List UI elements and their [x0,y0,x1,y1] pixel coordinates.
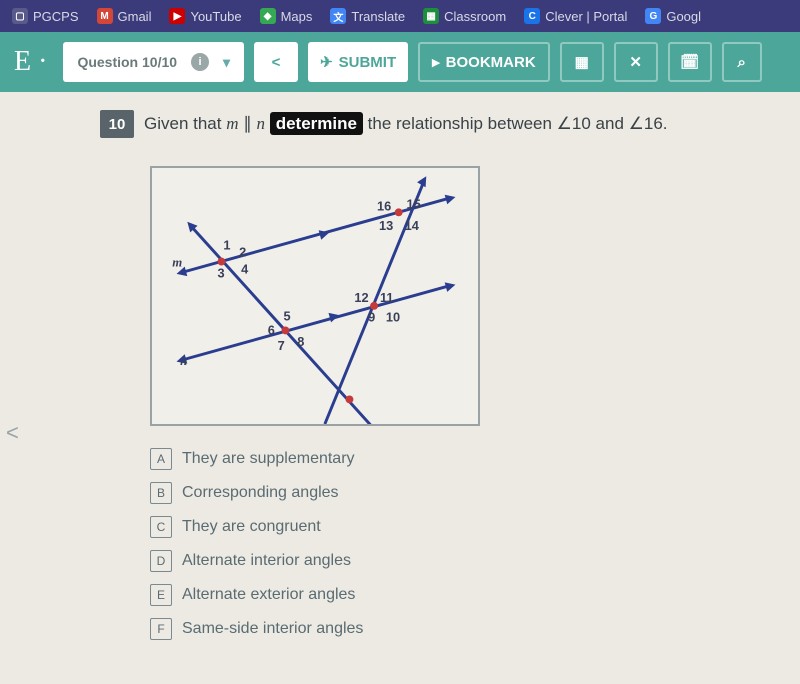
svg-text:13: 13 [379,218,393,233]
bookmark-icon: ◆ [260,8,276,24]
chevron-left-icon: < [272,54,281,71]
svg-text:1: 1 [223,238,230,253]
question-indicator[interactable]: Question 10/10 i ▾ [63,42,244,82]
answer-choice-f[interactable]: F Same-side interior angles [150,618,780,640]
close-tool-button[interactable]: ✕ [614,42,658,82]
answer-text: They are supplementary [182,450,355,468]
app-toolbar: E · Question 10/10 i ▾ < ✈ SUBMIT ▸ BOOK… [0,32,800,92]
bookmark-icon: ▶ [169,8,185,24]
bookmark-button[interactable]: ▸ BOOKMARK [418,42,550,82]
answer-text: Alternate interior angles [182,552,351,570]
svg-text:8: 8 [297,334,304,349]
qt-prefix: Given that [144,114,226,133]
determine-highlight: determine [270,112,363,135]
bookmark-gmail[interactable]: M Gmail [97,8,152,24]
bookmark-icon: G [645,8,661,24]
submit-label: SUBMIT [339,54,397,71]
svg-text:16: 16 [377,198,391,213]
bookmark-label: Translate [351,9,405,24]
svg-text:11: 11 [380,290,394,305]
grid-tool-button[interactable]: ▦ [560,42,604,82]
bookmark-icon: ▢ [12,8,28,24]
answer-text: Corresponding angles [182,484,339,502]
bookmarks-bar: ▢ PGCPS M Gmail ▶ YouTube ◆ Maps 文 Translate ▦ Clas… [0,0,800,32]
bookmark-label: YouTube [190,9,241,24]
answer-choice-b[interactable]: B Corresponding angles [150,482,780,504]
brand-logo: E · [14,46,47,78]
answer-choice-e[interactable]: E Alternate exterior angles [150,584,780,606]
close-icon: ✕ [629,53,642,71]
answer-text: Alternate exterior angles [182,586,355,604]
bookmark-translate[interactable]: 文 Translate [330,8,405,24]
qt-n: n [256,114,265,133]
qt-suffix: the relationship between ∠10 and ∠16. [363,114,668,133]
question-panel: 10 Given that m ∥ n determine the relati… [0,92,800,684]
info-icon: i [191,53,209,71]
question-text: Given that m ∥ n determine the relations… [144,114,668,134]
answer-list: A They are supplementary B Corresponding an… [150,448,780,640]
question-counter-label: Question 10/10 [77,54,177,70]
bookmark-label: PGCPS [33,9,79,24]
bookmark-label: Gmail [118,9,152,24]
answer-text: Same-side interior angles [182,620,363,638]
answer-letter: D [150,550,172,572]
search-tool-button[interactable]: ⌕ [722,42,762,82]
calendar-tool-button[interactable]: 🗓 [668,42,712,82]
bookmark-icon: M [97,8,113,24]
bookmark-googl[interactable]: G Googl [645,8,701,24]
answer-text: They are congruent [182,518,321,536]
svg-text:3: 3 [218,265,225,280]
answer-choice-d[interactable]: D Alternate interior angles [150,550,780,572]
bookmark-label: BOOKMARK [446,54,536,71]
svg-text:9: 9 [368,310,375,325]
bookmark-cleverportal[interactable]: C Clever | Portal [524,8,627,24]
qt-parallel: ∥ [239,114,257,133]
bookmark-classroom[interactable]: ▦ Classroom [423,8,506,24]
qt-m: m [226,114,238,133]
bookmark-icon: ▦ [423,8,439,24]
svg-text:m: m [172,255,182,269]
svg-text:6: 6 [268,322,275,337]
bookmark-label: Maps [281,9,313,24]
angle-diagram: mn12341615131456781211910 [150,166,480,426]
svg-text:14: 14 [405,218,420,233]
grid-icon: ▦ [575,53,589,71]
chevron-down-icon: ▾ [223,54,230,71]
bookmark-label: Classroom [444,9,506,24]
answer-choice-a[interactable]: A They are supplementary [150,448,780,470]
search-icon: ⌕ [737,54,745,71]
answer-choice-c[interactable]: C They are congruent [150,516,780,538]
svg-text:5: 5 [283,309,290,324]
answer-letter: B [150,482,172,504]
prev-question-button[interactable]: < [254,42,298,82]
svg-text:4: 4 [241,261,249,276]
bookmark-label: Googl [666,9,701,24]
svg-text:2: 2 [239,245,246,260]
svg-text:7: 7 [278,338,285,353]
bookmark-maps[interactable]: ◆ Maps [260,8,313,24]
svg-text:12: 12 [354,290,368,305]
answer-letter: C [150,516,172,538]
calendar-icon: 🗓 [680,53,699,71]
panel-collapse-caret[interactable]: < [6,420,19,446]
question-number-badge: 10 [100,110,134,138]
bookmark-icon: 文 [330,8,346,24]
bookmark-icon: ▸ [432,53,440,71]
svg-text:15: 15 [407,196,421,211]
answer-letter: A [150,448,172,470]
paper-plane-icon: ✈ [320,53,333,71]
bookmark-pgcps[interactable]: ▢ PGCPS [12,8,79,24]
bookmark-label: Clever | Portal [545,9,627,24]
bookmark-icon: C [524,8,540,24]
bookmark-youtube[interactable]: ▶ YouTube [169,8,241,24]
submit-button[interactable]: ✈ SUBMIT [308,42,408,82]
answer-letter: F [150,618,172,640]
answer-letter: E [150,584,172,606]
svg-text:n: n [180,354,187,368]
svg-text:10: 10 [386,310,400,325]
